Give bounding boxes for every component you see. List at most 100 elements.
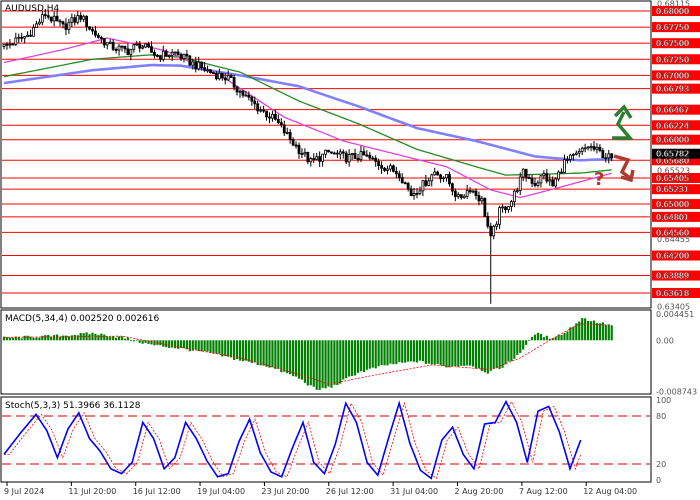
macd-bar xyxy=(495,340,498,369)
level-label: 0.64200 xyxy=(656,252,689,261)
macd-bar xyxy=(103,334,106,341)
macd-bar xyxy=(156,340,159,345)
macd-bar xyxy=(353,340,357,376)
macd-bar xyxy=(200,340,203,352)
candle-body xyxy=(185,53,189,57)
macd-bar xyxy=(221,340,224,357)
macd-bar xyxy=(474,340,478,369)
candle-body xyxy=(338,151,342,155)
macd-bar xyxy=(11,337,14,341)
macd-bar xyxy=(165,340,168,348)
candle-body xyxy=(450,183,454,192)
level-label-box xyxy=(652,227,700,238)
level-label-box xyxy=(652,250,700,261)
price-axis-tick: 0.65523 xyxy=(657,166,690,175)
macd-bar xyxy=(126,337,129,341)
candle-body xyxy=(539,175,543,184)
macd-bar xyxy=(584,318,587,341)
time-axis-label: 7 Aug 12:00 xyxy=(519,487,568,496)
macd-bar xyxy=(460,340,463,366)
macd-bar xyxy=(61,335,65,341)
candle-body xyxy=(545,173,549,182)
price-axis-tick: 0.67000 xyxy=(657,71,690,80)
macd-bar xyxy=(185,340,188,350)
candle-body xyxy=(442,177,445,180)
macd-bar xyxy=(395,340,398,365)
price-axis-tick: 0.66467 xyxy=(657,106,690,115)
macd-bar xyxy=(224,340,227,356)
candle-body xyxy=(368,154,372,159)
candle-body xyxy=(291,139,295,146)
macd-bar xyxy=(106,336,109,341)
macd-bar xyxy=(610,325,613,341)
price-candles xyxy=(2,9,614,304)
candle-body xyxy=(188,55,192,66)
candle-body xyxy=(194,61,198,70)
price-axis-tick: 0.64560 xyxy=(657,228,690,237)
candle-body xyxy=(586,146,590,149)
macd-bar xyxy=(557,334,560,341)
candle-body xyxy=(424,180,428,186)
macd-axis-tick: 0.004451 xyxy=(656,310,694,319)
macd-bar xyxy=(209,340,212,353)
macd-bar xyxy=(277,340,280,369)
candle-body xyxy=(580,147,584,152)
candle-body xyxy=(335,152,339,155)
macd-bar xyxy=(67,336,70,341)
candle-body xyxy=(359,151,363,160)
level-label: 0.65405 xyxy=(656,174,689,183)
candle-body xyxy=(182,53,186,59)
time-axis-label: 12 Aug 04:00 xyxy=(583,487,637,496)
macd-bar xyxy=(442,340,445,366)
macd-bar xyxy=(23,335,26,341)
stochastic-pane[interactable]: 100 80 20 0 Stoch(5,3,3) 51.3966 36.1128 xyxy=(0,396,671,485)
macd-bar xyxy=(525,340,528,345)
candle-body xyxy=(569,154,572,160)
macd-bar xyxy=(504,340,507,365)
level-label: 0.64560 xyxy=(656,228,689,237)
level-label: 0.64801 xyxy=(656,213,689,222)
time-axis-label: 23 Jul 20:00 xyxy=(261,487,309,496)
macd-bar xyxy=(519,340,522,353)
macd-bar xyxy=(292,340,295,377)
price-chart-pane[interactable]: 0.68000 0.67750 0.67500 0.67250 0.67000 0.667… xyxy=(0,0,700,312)
macd-bar xyxy=(407,340,410,362)
candle-body xyxy=(380,165,384,169)
macd-bar xyxy=(58,336,62,341)
candle-body xyxy=(300,153,304,155)
price-level-lines xyxy=(2,10,650,294)
candle-body xyxy=(430,174,434,182)
candle-body xyxy=(26,34,30,38)
time-axis-label: 9 Jul 2024 xyxy=(4,487,44,496)
candle-body xyxy=(504,206,507,211)
macd-bar xyxy=(389,340,392,364)
macd-bar xyxy=(265,340,268,367)
macd-bar xyxy=(73,335,76,341)
price-axis-tick: 0.65782 xyxy=(657,150,690,159)
macd-bar xyxy=(433,340,436,365)
macd-bar xyxy=(374,340,377,369)
level-label: 0.66467 xyxy=(656,106,689,115)
candle-body xyxy=(524,168,528,178)
candle-body xyxy=(179,54,183,59)
macd-bar xyxy=(47,334,50,341)
candle-body xyxy=(20,36,24,39)
macd-bar xyxy=(227,340,230,357)
candle-body xyxy=(389,165,392,170)
candle-body xyxy=(129,48,133,56)
macd-bar xyxy=(35,337,38,341)
candle-body xyxy=(5,43,9,46)
macd-bar xyxy=(492,340,495,369)
candle-body xyxy=(583,147,587,150)
macd-signal-path xyxy=(3,323,612,385)
candle-body xyxy=(397,173,401,178)
candle-body xyxy=(11,43,15,46)
candle-body xyxy=(158,55,162,60)
macd-pane[interactable]: 0.004451 0.00 -0.008743 MACD(5,34,4) 0.002… xyxy=(0,309,697,396)
candle-body xyxy=(132,44,136,50)
macd-bar xyxy=(477,340,481,369)
macd-bar xyxy=(351,340,354,376)
macd-bar xyxy=(256,340,259,366)
candle-body xyxy=(70,17,74,23)
candle-body xyxy=(8,43,12,46)
